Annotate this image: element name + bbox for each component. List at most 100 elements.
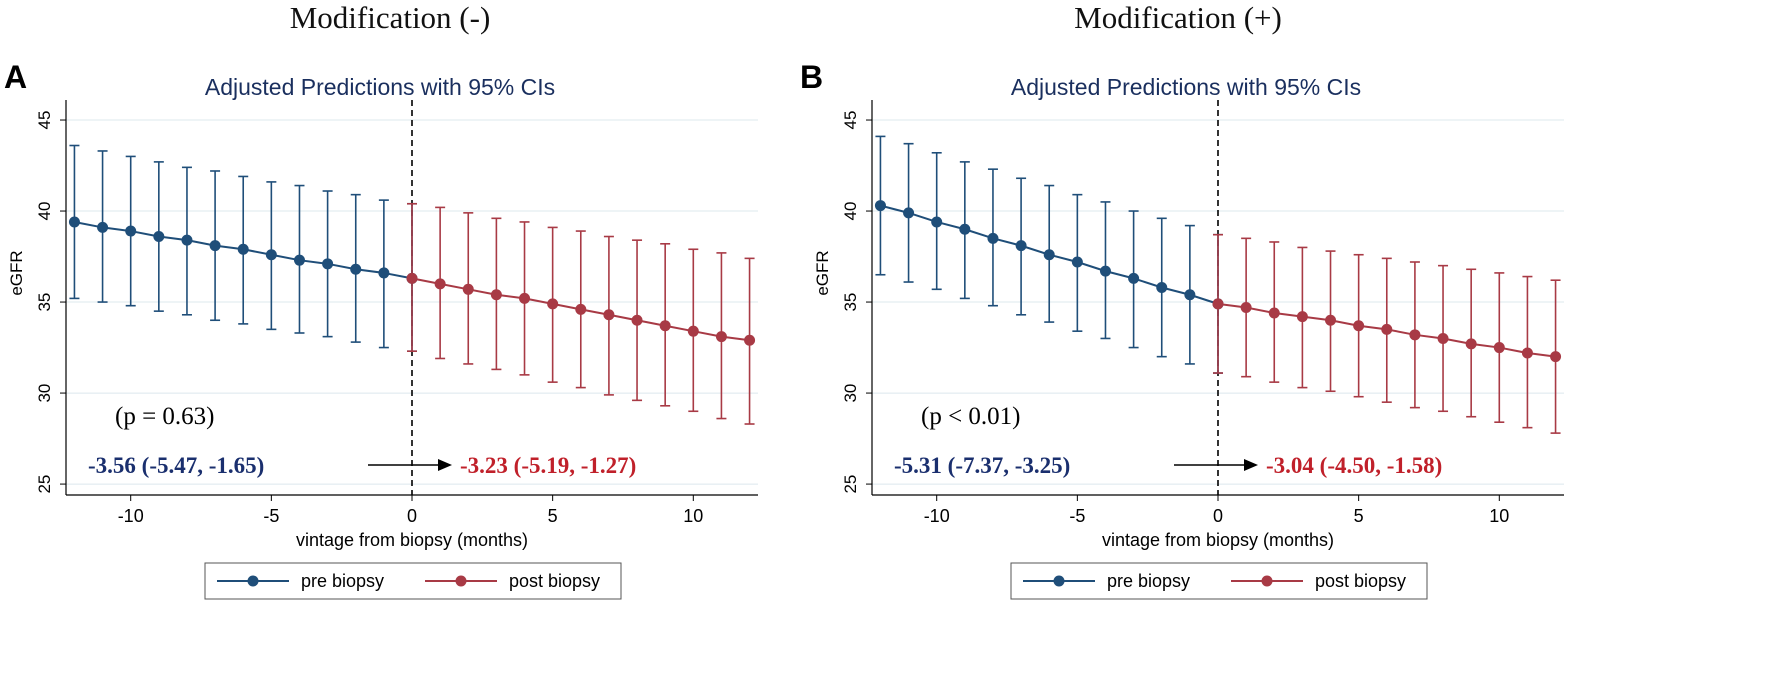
data-point	[406, 272, 418, 284]
x-tick-label: -5	[263, 506, 279, 526]
data-point	[1465, 338, 1477, 350]
panel-heading: Modification (+)	[1074, 0, 1282, 35]
y-tick-label: 40	[35, 202, 54, 221]
arrow-head	[1244, 459, 1258, 471]
pre-estimate-annotation: -3.56 (-5.47, -1.65)	[88, 453, 264, 478]
data-point	[1409, 329, 1421, 341]
panel-a: Modification (-) A Adjusted Predictions wi…	[4, 0, 758, 600]
data-point	[603, 309, 615, 321]
x-axis-label: vintage from biopsy (months)	[296, 530, 528, 550]
y-tick-label: 30	[841, 384, 860, 403]
data-point	[1325, 314, 1337, 326]
data-point	[1184, 289, 1196, 301]
y-tick-label: 30	[35, 384, 54, 403]
legend-marker	[247, 575, 259, 587]
p-value-annotation: (p < 0.01)	[921, 403, 1021, 430]
series-pre-biopsy	[874, 135, 1224, 374]
data-point	[575, 303, 587, 315]
data-point	[350, 263, 362, 275]
x-tick-label: -10	[924, 506, 950, 526]
series-post-biopsy	[1212, 233, 1562, 434]
y-tick-label: 45	[35, 111, 54, 130]
data-point	[1212, 298, 1224, 310]
data-point	[1071, 256, 1083, 268]
x-tick-label: -10	[118, 506, 144, 526]
data-point	[434, 278, 446, 290]
data-point	[490, 289, 502, 301]
y-tick-label: 35	[35, 293, 54, 312]
data-point	[874, 200, 886, 212]
y-tick-label: 25	[35, 475, 54, 494]
data-point	[631, 314, 643, 326]
post-estimate-annotation: -3.23 (-5.19, -1.27)	[460, 453, 636, 478]
data-point	[1015, 240, 1027, 252]
data-point	[237, 243, 249, 255]
data-point	[1240, 302, 1252, 314]
data-point	[1353, 320, 1365, 332]
data-point	[97, 221, 109, 233]
data-point	[265, 249, 277, 261]
data-point	[1268, 307, 1280, 319]
series-pre-biopsy	[68, 144, 418, 352]
y-axis-label: eGFR	[813, 250, 832, 295]
y-axis-label: eGFR	[7, 250, 26, 295]
data-point	[125, 225, 137, 237]
data-point	[744, 334, 756, 346]
y-tick-label: 40	[841, 202, 860, 221]
legend-marker	[455, 575, 467, 587]
data-point	[1128, 272, 1140, 284]
data-point	[68, 216, 80, 228]
x-tick-label: 5	[1354, 506, 1364, 526]
data-point	[1437, 332, 1449, 344]
legend-label: post biopsy	[1315, 571, 1406, 591]
x-tick-label: 0	[1213, 506, 1223, 526]
data-point	[931, 216, 943, 228]
y-tick-label: 25	[841, 475, 860, 494]
data-point	[659, 320, 671, 332]
data-point	[378, 267, 390, 279]
data-point	[293, 254, 305, 266]
data-point	[715, 331, 727, 343]
data-point	[1550, 351, 1562, 363]
chart-title: Adjusted Predictions with 95% CIs	[1011, 74, 1361, 100]
data-point	[322, 258, 334, 270]
data-point	[1296, 311, 1308, 323]
data-point	[1099, 265, 1111, 277]
legend-label: pre biopsy	[301, 571, 384, 591]
data-point	[181, 234, 193, 246]
data-point	[687, 325, 699, 337]
x-tick-label: -5	[1069, 506, 1085, 526]
data-point	[903, 207, 915, 219]
data-point	[1156, 281, 1168, 293]
x-tick-label: 10	[683, 506, 703, 526]
post-estimate-annotation: -3.04 (-4.50, -1.58)	[1266, 453, 1442, 478]
data-point	[209, 240, 221, 252]
data-point	[1381, 323, 1393, 335]
data-point	[959, 223, 971, 235]
data-point	[153, 231, 165, 243]
data-point	[519, 292, 531, 304]
data-point	[1043, 249, 1055, 261]
arrow-head	[438, 459, 452, 471]
y-tick-label: 35	[841, 293, 860, 312]
panel-b: Modification (+) B Adjusted Predictions wi…	[800, 0, 1564, 600]
data-point	[1521, 347, 1533, 359]
panel-heading: Modification (-)	[290, 0, 491, 35]
chart-title: Adjusted Predictions with 95% CIs	[205, 74, 555, 100]
data-point	[1493, 342, 1505, 354]
pre-estimate-annotation: -5.31 (-7.37, -3.25)	[894, 453, 1070, 478]
data-point	[987, 232, 999, 244]
x-tick-label: 10	[1489, 506, 1509, 526]
data-point	[462, 283, 474, 295]
legend-marker	[1053, 575, 1065, 587]
y-tick-label: 45	[841, 111, 860, 130]
panel-letter: B	[800, 59, 823, 95]
series-post-biopsy	[406, 202, 756, 425]
p-value-annotation: (p = 0.63)	[115, 403, 215, 430]
data-point	[547, 298, 559, 310]
x-axis-label: vintage from biopsy (months)	[1102, 530, 1334, 550]
x-tick-label: 5	[548, 506, 558, 526]
panel-letter: A	[4, 59, 27, 95]
x-tick-label: 0	[407, 506, 417, 526]
